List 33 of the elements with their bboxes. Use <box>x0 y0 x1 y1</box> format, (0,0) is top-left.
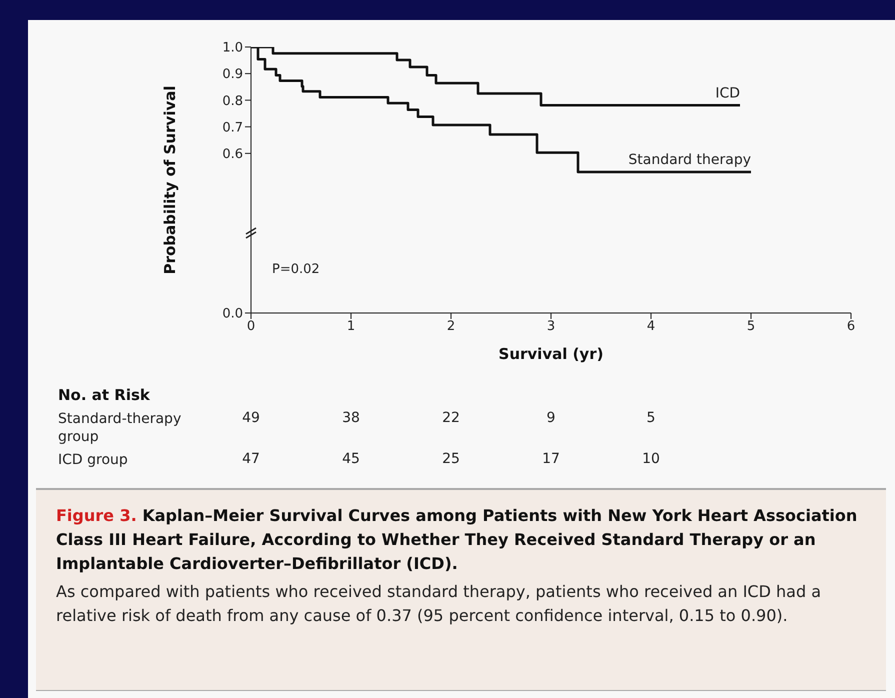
y-tick-label: 0.0 <box>222 306 243 322</box>
y-tick-label: 0.9 <box>222 67 243 82</box>
x-tick-label: 6 <box>846 319 856 334</box>
y-axis-title: Probability of Survival <box>160 86 179 274</box>
annotation: P=0.02 <box>272 262 320 277</box>
text: Figure 3. Kaplan–Meier Survival Curves among Patients with New York Heart Association Class III Heart Failure, According to Whether They Received Standard Therapy or an Implantable Cardioverter–Defibrillator (ICD). <box>56 505 858 575</box>
text: 10 <box>641 451 661 467</box>
text: 45 <box>341 451 361 467</box>
y-tick-label: 0.8 <box>222 94 243 109</box>
y-tick-label: 0.6 <box>222 147 243 162</box>
x-tick-label: 2 <box>446 319 456 334</box>
series-label: ICD <box>715 85 740 102</box>
text: No. at Risk <box>58 386 150 404</box>
text: 47 <box>241 451 261 467</box>
x-tick-label: 4 <box>646 319 656 334</box>
text: 9 <box>546 410 556 426</box>
x-tick-label: 1 <box>346 319 356 334</box>
x-axis-title: Survival (yr) <box>498 345 604 363</box>
text: As compared with patients who received standard therapy, patients who received an ICD had a relative risk of death from any cause of 0.37 (95 percent confidence interval, 0.15 to 0.90). <box>56 581 822 627</box>
y-tick-label: 0.7 <box>222 120 243 136</box>
x-tick-label: 0 <box>246 319 256 334</box>
text: 38 <box>341 410 361 426</box>
y-tick-label: 1.0 <box>222 40 243 56</box>
text: 5 <box>646 410 656 426</box>
text: 25 <box>441 451 461 467</box>
x-tick-label: 3 <box>546 319 556 334</box>
text: 49 <box>241 410 261 426</box>
x-tick-label: 5 <box>746 319 756 334</box>
text: ICD group <box>58 451 129 469</box>
text: 17 <box>541 451 561 467</box>
text: 22 <box>441 410 461 426</box>
series-label: Standard therapy <box>628 152 751 168</box>
text: Standard-therapy group <box>58 410 182 446</box>
